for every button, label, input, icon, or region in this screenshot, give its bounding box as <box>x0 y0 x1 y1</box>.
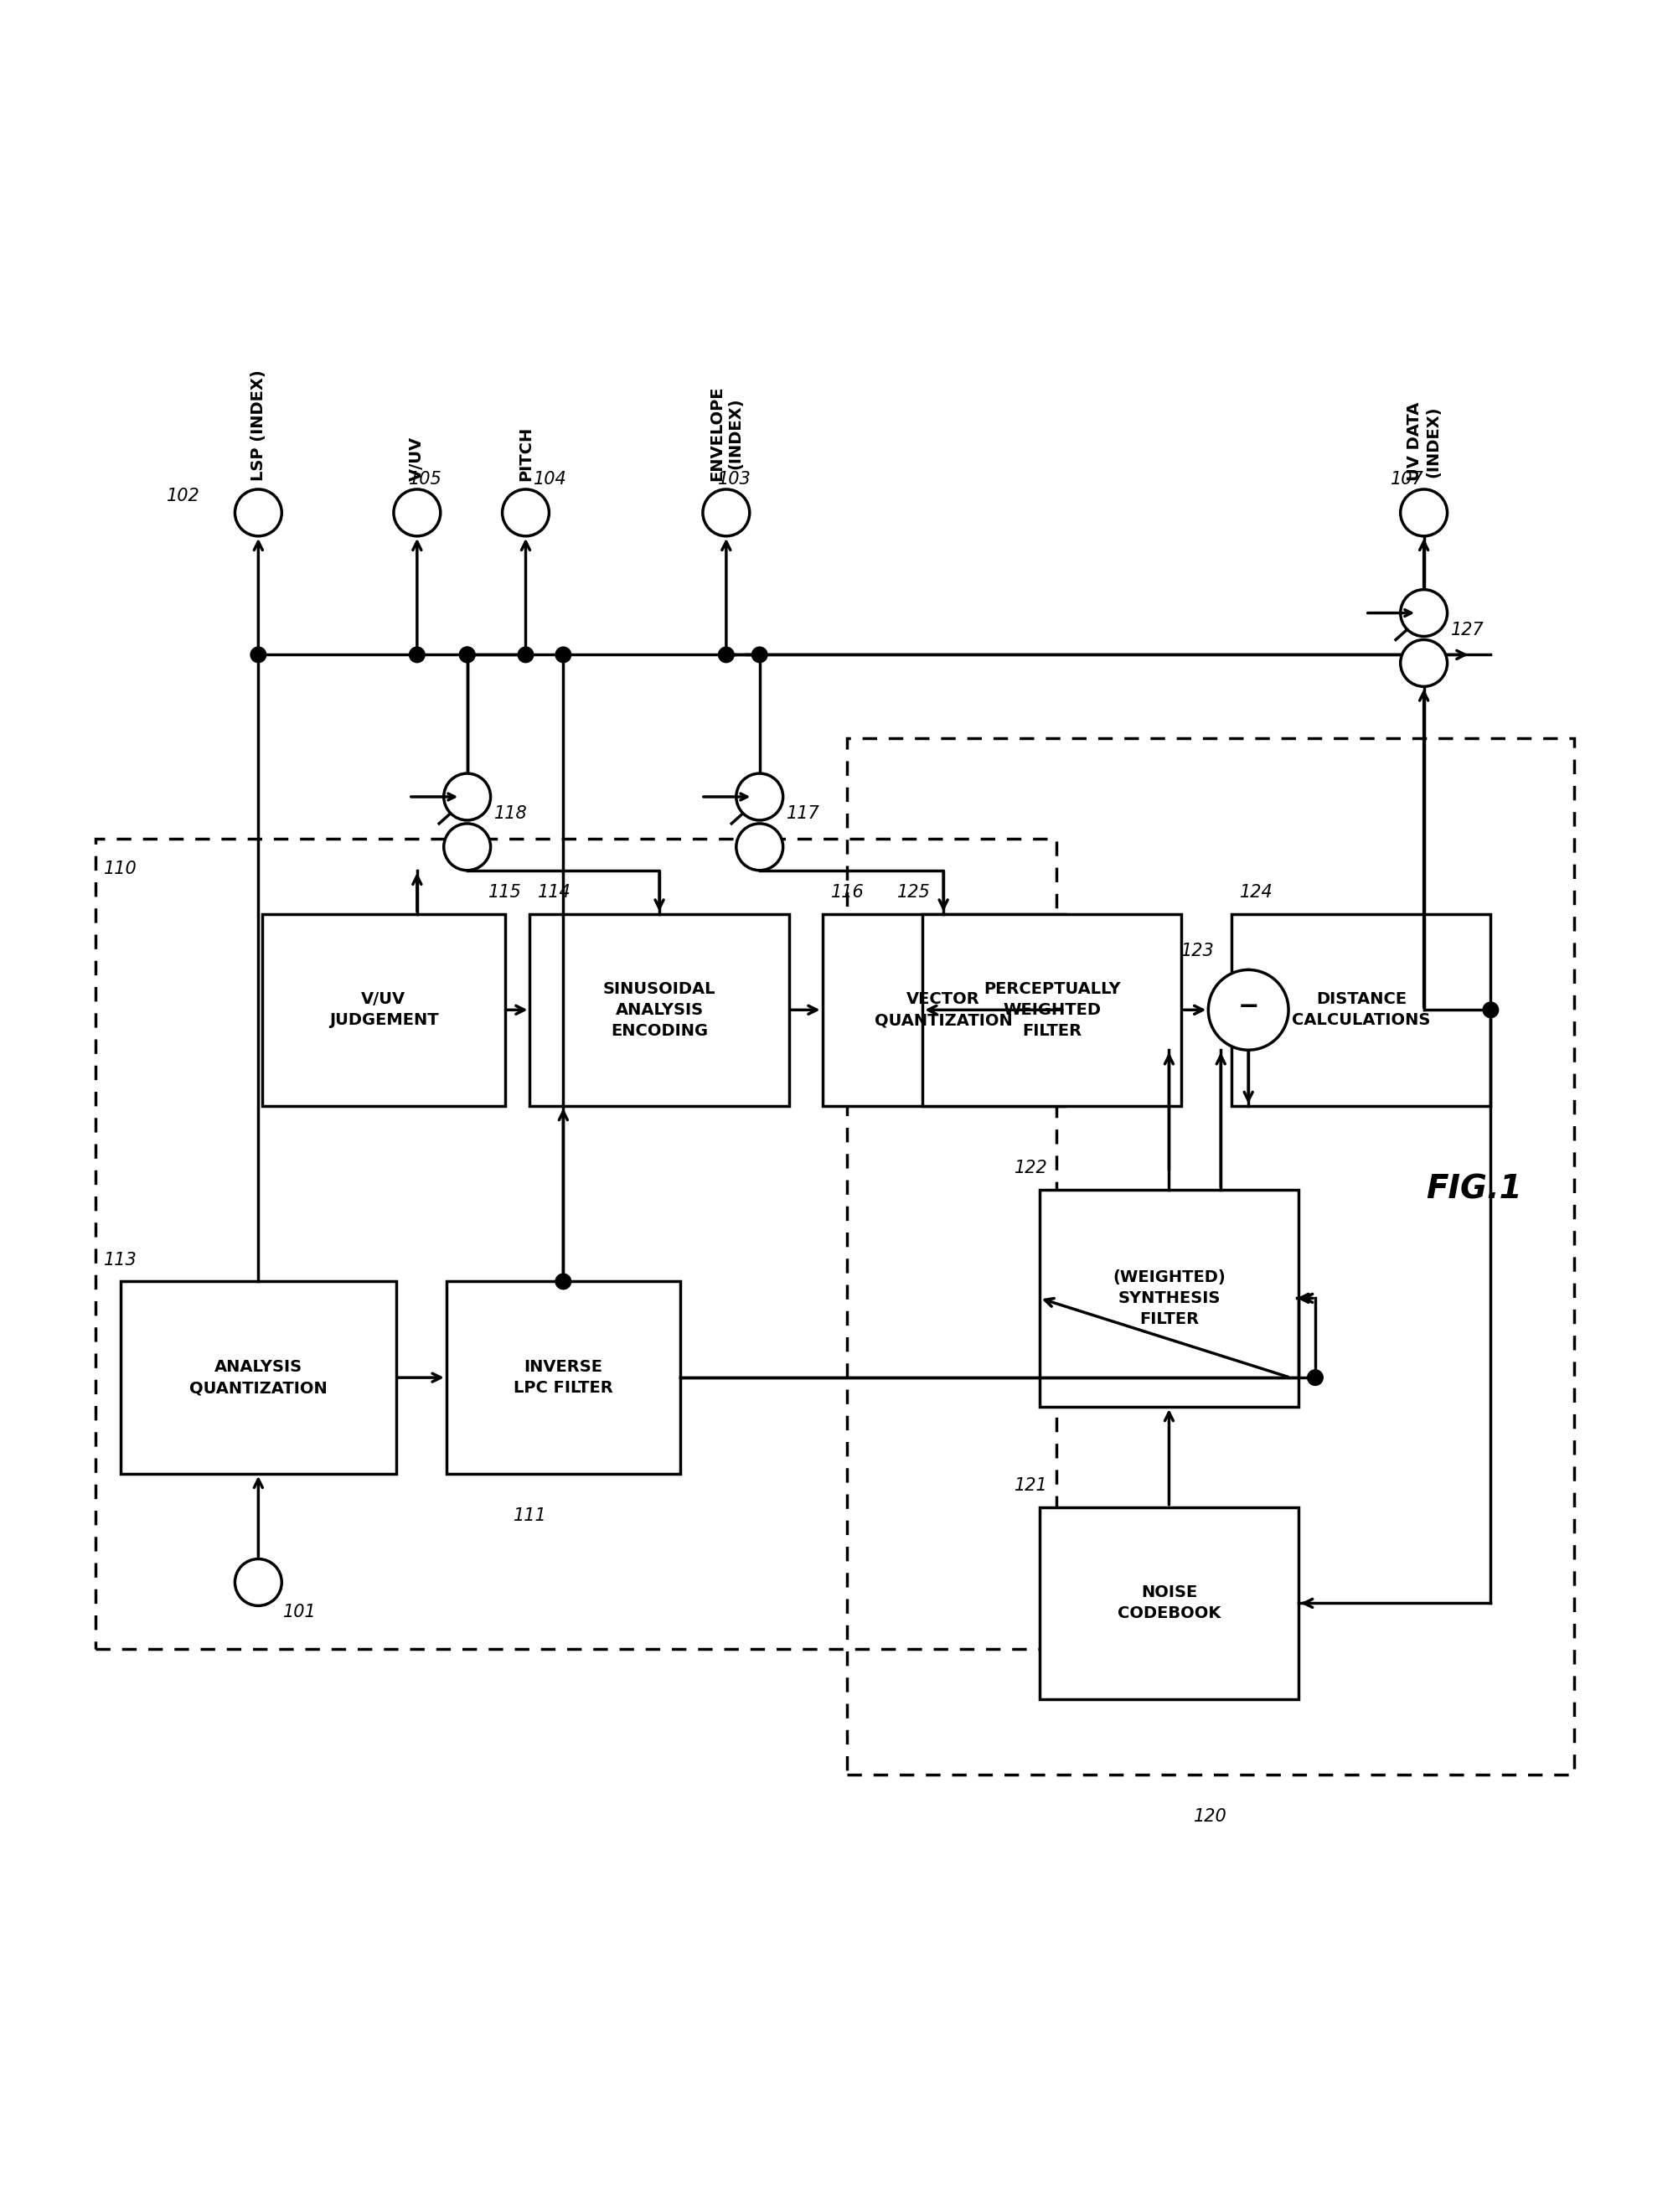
Circle shape <box>502 489 549 535</box>
FancyBboxPatch shape <box>530 914 789 1106</box>
Text: 111: 111 <box>513 1506 547 1524</box>
Circle shape <box>443 774 490 821</box>
Circle shape <box>1401 489 1446 535</box>
Circle shape <box>752 646 769 664</box>
Text: 116: 116 <box>831 885 864 900</box>
Text: 115: 115 <box>488 885 522 900</box>
Circle shape <box>1208 969 1289 1051</box>
Text: 103: 103 <box>718 471 752 487</box>
Text: (WEIGHTED)
SYNTHESIS
FILTER: (WEIGHTED) SYNTHESIS FILTER <box>1113 1270 1225 1327</box>
Circle shape <box>1482 1002 1498 1018</box>
FancyBboxPatch shape <box>822 914 1064 1106</box>
Text: PITCH: PITCH <box>519 427 534 480</box>
Circle shape <box>1307 1369 1324 1387</box>
Text: 113: 113 <box>104 1252 138 1267</box>
FancyBboxPatch shape <box>262 914 505 1106</box>
Text: 105: 105 <box>409 471 441 487</box>
Text: 117: 117 <box>787 805 819 823</box>
FancyBboxPatch shape <box>1232 914 1490 1106</box>
Text: 114: 114 <box>539 885 572 900</box>
Circle shape <box>458 646 475 664</box>
Text: 123: 123 <box>1181 942 1215 960</box>
Text: 102: 102 <box>166 487 200 504</box>
Text: UV DATA
(INDEX): UV DATA (INDEX) <box>1406 403 1441 480</box>
FancyBboxPatch shape <box>446 1281 680 1473</box>
FancyBboxPatch shape <box>1040 1190 1299 1407</box>
Circle shape <box>235 1559 282 1606</box>
Circle shape <box>1401 591 1446 637</box>
Text: 121: 121 <box>1015 1478 1047 1493</box>
Circle shape <box>555 1274 572 1290</box>
Text: 118: 118 <box>493 805 527 823</box>
Text: INVERSE
LPC FILTER: INVERSE LPC FILTER <box>513 1358 612 1396</box>
Text: 104: 104 <box>534 471 567 487</box>
Circle shape <box>250 646 267 664</box>
Text: SINUSOIDAL
ANALYSIS
ENCODING: SINUSOIDAL ANALYSIS ENCODING <box>602 980 717 1040</box>
Text: 110: 110 <box>104 860 138 876</box>
Text: LSP (INDEX): LSP (INDEX) <box>250 369 267 480</box>
Circle shape <box>235 489 282 535</box>
Text: ANALYSIS
QUANTIZATION: ANALYSIS QUANTIZATION <box>190 1358 327 1396</box>
Text: NOISE
CODEBOOK: NOISE CODEBOOK <box>1118 1584 1220 1621</box>
Text: V/UV
JUDGEMENT: V/UV JUDGEMENT <box>329 991 438 1029</box>
Circle shape <box>703 489 750 535</box>
Text: 120: 120 <box>1195 1807 1227 1825</box>
Text: DISTANCE
CALCULATIONS: DISTANCE CALCULATIONS <box>1292 991 1430 1029</box>
Circle shape <box>737 774 784 821</box>
Circle shape <box>443 823 490 869</box>
Text: 122: 122 <box>1015 1159 1047 1177</box>
Text: ENVELOPE
(INDEX): ENVELOPE (INDEX) <box>710 385 743 480</box>
Circle shape <box>394 489 440 535</box>
Circle shape <box>409 646 426 664</box>
Text: 125: 125 <box>898 885 931 900</box>
Text: PERCEPTUALLY
WEIGHTED
FILTER: PERCEPTUALLY WEIGHTED FILTER <box>983 980 1121 1040</box>
Circle shape <box>737 823 784 869</box>
Text: 101: 101 <box>284 1604 317 1621</box>
Circle shape <box>555 646 572 664</box>
FancyBboxPatch shape <box>923 914 1181 1106</box>
Text: FIG.1: FIG.1 <box>1426 1175 1522 1206</box>
Circle shape <box>458 646 475 664</box>
Circle shape <box>718 646 735 664</box>
Text: −: − <box>1238 995 1258 1020</box>
FancyBboxPatch shape <box>1040 1506 1299 1699</box>
Text: 127: 127 <box>1450 622 1483 637</box>
Text: 124: 124 <box>1240 885 1274 900</box>
Text: V/UV: V/UV <box>409 436 425 480</box>
Circle shape <box>1401 639 1446 686</box>
Circle shape <box>517 646 534 664</box>
FancyBboxPatch shape <box>121 1281 396 1473</box>
Text: VECTOR
QUANTIZATION: VECTOR QUANTIZATION <box>874 991 1012 1029</box>
Text: 107: 107 <box>1391 471 1423 487</box>
